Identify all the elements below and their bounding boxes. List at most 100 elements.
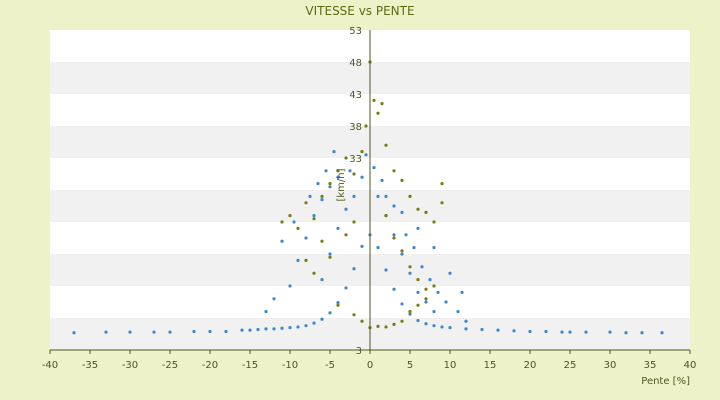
data-point <box>264 327 268 331</box>
data-point <box>328 311 332 315</box>
data-point <box>420 265 424 269</box>
data-point <box>344 207 348 211</box>
data-point <box>304 236 308 240</box>
data-point <box>372 166 376 170</box>
data-point <box>544 329 548 334</box>
data-point <box>328 252 332 256</box>
data-point <box>416 278 420 282</box>
data-point <box>384 194 388 198</box>
data-point <box>568 330 572 334</box>
data-point <box>376 324 380 328</box>
data-point <box>320 194 324 198</box>
data-point <box>528 329 532 334</box>
data-point <box>360 244 364 248</box>
data-point <box>272 327 276 331</box>
data-point <box>376 246 380 250</box>
y-tick-label: 33 <box>349 154 362 165</box>
x-tick-label: 40 <box>684 360 697 371</box>
data-point <box>360 175 364 179</box>
data-points <box>72 60 664 335</box>
data-point <box>460 290 464 294</box>
data-point <box>288 326 292 330</box>
data-point <box>436 290 440 294</box>
data-point <box>344 233 348 237</box>
data-point <box>444 300 448 304</box>
data-point <box>320 317 324 321</box>
data-point <box>408 310 412 314</box>
x-tick-label: -30 <box>122 360 138 371</box>
data-point <box>392 204 396 208</box>
data-point <box>336 175 340 179</box>
data-point <box>428 278 432 282</box>
data-point <box>412 246 416 250</box>
data-point <box>296 258 300 262</box>
data-point <box>328 255 332 259</box>
data-point <box>312 321 316 325</box>
y-tick-label: 43 <box>349 90 362 101</box>
data-point <box>392 236 396 240</box>
data-point <box>192 329 196 334</box>
data-point <box>304 258 308 262</box>
data-point <box>584 330 588 334</box>
data-point <box>392 322 396 326</box>
data-point <box>424 287 428 291</box>
data-point <box>280 239 284 243</box>
data-point <box>352 172 356 176</box>
data-point <box>320 198 324 202</box>
data-point <box>348 169 352 173</box>
data-point <box>296 226 300 230</box>
data-point <box>344 156 348 160</box>
data-point <box>376 111 380 115</box>
data-point <box>400 302 404 306</box>
data-point <box>352 194 356 198</box>
data-point <box>384 143 388 147</box>
data-point <box>400 210 404 214</box>
data-point <box>376 194 380 198</box>
data-point <box>440 182 444 186</box>
data-point <box>364 153 368 157</box>
data-point <box>424 300 428 304</box>
data-point <box>392 169 396 173</box>
data-point <box>432 220 436 224</box>
data-point <box>392 233 396 237</box>
data-point <box>432 246 436 250</box>
data-point <box>324 169 328 173</box>
data-point <box>336 301 340 305</box>
data-point <box>408 271 412 275</box>
data-point <box>400 319 404 323</box>
data-point <box>384 268 388 272</box>
data-point <box>624 331 628 335</box>
data-point <box>304 201 308 205</box>
x-tick-label: -25 <box>162 360 178 371</box>
data-point <box>304 324 308 328</box>
x-tick-label: 20 <box>524 360 537 371</box>
x-tick-label: -35 <box>82 360 98 371</box>
x-tick-label: 30 <box>604 360 617 371</box>
data-point <box>352 267 356 271</box>
data-point <box>416 303 420 307</box>
data-point <box>224 329 228 334</box>
x-axis-label: Pente [%] <box>641 376 690 387</box>
data-point <box>336 226 340 230</box>
data-point <box>320 239 324 243</box>
data-point <box>424 322 428 326</box>
x-tick-label: 15 <box>484 360 497 371</box>
data-point <box>480 327 484 332</box>
data-point <box>448 271 452 275</box>
data-point <box>380 178 384 182</box>
data-point <box>512 329 516 333</box>
data-point <box>608 330 612 334</box>
data-point <box>352 220 356 224</box>
data-point <box>432 310 436 314</box>
y-tick-label: 53 <box>349 26 362 37</box>
data-point <box>416 207 420 211</box>
x-tick-label: -10 <box>282 360 298 371</box>
data-point <box>404 233 408 237</box>
data-point <box>440 201 444 205</box>
data-point <box>168 330 172 334</box>
data-point <box>456 310 460 314</box>
data-point <box>320 278 324 282</box>
data-point <box>328 185 332 189</box>
x-tick-label: -40 <box>42 360 58 371</box>
